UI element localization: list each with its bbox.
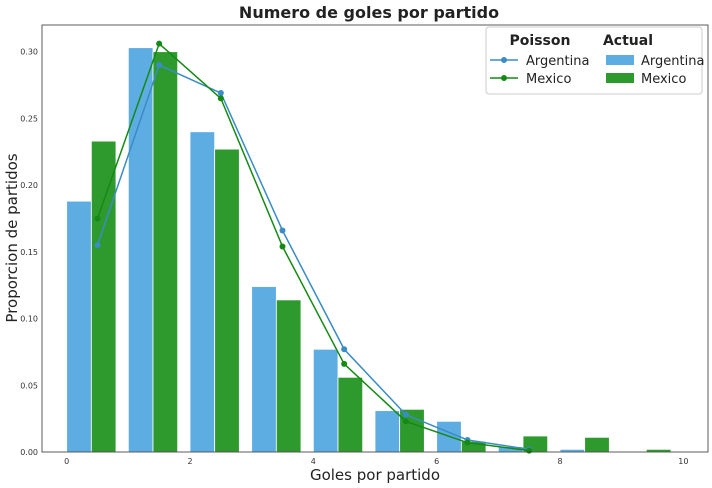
legend-poisson-marker-mexico (501, 75, 507, 81)
y-tick-label-5: 0.25 (20, 114, 38, 123)
x-tick-label-10: 10 (678, 457, 688, 466)
bar-argentina-8 (559, 448, 586, 453)
y-tick-label-0: 0.00 (20, 448, 38, 457)
bar-mexico-9 (645, 448, 672, 453)
legend-box (485, 26, 703, 95)
x-axis-label: Goles por partido (310, 466, 440, 484)
y-tick-label-3: 0.15 (20, 248, 38, 257)
legend-actual-label-mexico: Mexico (641, 72, 686, 87)
legend: Poisson Actual Argentina Mexico Argentina M… (485, 26, 704, 95)
poisson-point-mexico-2 (217, 95, 224, 102)
poisson-point-argentina-0 (94, 242, 101, 249)
y-tick-label-4: 0.20 (20, 181, 38, 190)
poisson-point-argentina-2 (217, 90, 224, 97)
bar-argentina-3 (251, 286, 277, 453)
legend-poisson-label-mexico: Mexico (526, 72, 571, 87)
y-tick-label-6: 0.30 (20, 48, 38, 57)
bar-argentina-0 (66, 200, 92, 453)
poisson-point-mexico-7 (526, 447, 533, 454)
bar-mexico-0 (90, 140, 117, 453)
poisson-point-mexico-6 (464, 439, 471, 446)
legend-title-actual: Actual (603, 33, 653, 49)
bar-argentina-4 (312, 348, 339, 453)
x-tick-label-6: 6 (434, 457, 439, 466)
poisson-point-argentina-3 (279, 227, 286, 234)
bar-mexico-1 (152, 51, 179, 453)
bar-mexico-3 (275, 299, 302, 453)
bars-layer (66, 47, 672, 453)
y-tick-label-2: 0.10 (20, 315, 38, 324)
bar-mexico-8 (584, 436, 610, 453)
x-tick-label-4: 4 (311, 457, 316, 466)
poisson-point-mexico-4 (341, 360, 348, 367)
chart-title: Numero de goles por partido (239, 3, 499, 22)
bar-mexico-4 (337, 376, 364, 453)
bar-mexico-2 (214, 148, 240, 453)
x-tick-label-2: 2 (187, 457, 192, 466)
ticks-layer: 0 2 4 6 8 10 0.00 0.05 0.10 0.15 0.20 0.25 0.30 (20, 48, 688, 466)
poisson-point-argentina-5 (402, 411, 409, 418)
legend-actual-swatch-argentina (606, 55, 634, 65)
poisson-lines-layer (94, 40, 533, 454)
plot-frame (41, 24, 709, 453)
bar-argentina-1 (127, 47, 154, 453)
legend-actual-label-argentina: Argentina (641, 54, 704, 69)
bar-argentina-2 (189, 131, 216, 453)
legend-poisson-marker-argentina (501, 57, 507, 63)
poisson-point-argentina-1 (156, 62, 163, 69)
bar-argentina-5 (374, 410, 401, 453)
legend-poisson-label-argentina: Argentina (526, 54, 589, 69)
poisson-point-mexico-3 (279, 243, 286, 250)
poisson-point-argentina-4 (341, 346, 348, 353)
x-tick-label-8: 8 (557, 457, 562, 466)
y-tick-label-1: 0.05 (20, 381, 38, 390)
poisson-line-mexico (96, 42, 530, 452)
legend-title-poisson: Poisson (510, 33, 571, 49)
x-tick-label-0: 0 (64, 457, 69, 466)
poisson-point-mexico-5 (402, 418, 409, 425)
poisson-line-argentina (96, 64, 530, 451)
poisson-point-mexico-1 (156, 40, 163, 47)
legend-actual-swatch-mexico (606, 73, 634, 83)
y-axis-label: Proporcion de partidos (3, 153, 21, 322)
poisson-point-mexico-0 (94, 215, 101, 222)
